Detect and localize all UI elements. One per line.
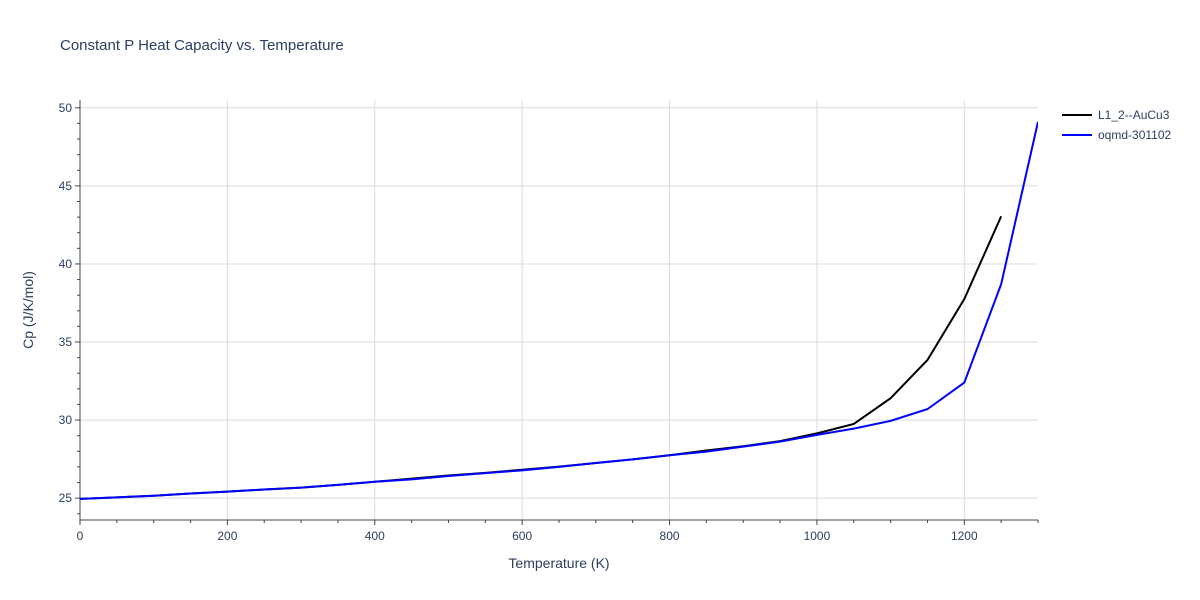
legend-item-0[interactable]: L1_2--AuCu3 bbox=[1062, 108, 1170, 122]
x-tick-label: 1000 bbox=[804, 529, 831, 543]
x-axis-title: Temperature (K) bbox=[508, 555, 609, 571]
y-tick-label: 25 bbox=[59, 491, 73, 505]
chart-title: Constant P Heat Capacity vs. Temperature bbox=[60, 37, 344, 54]
x-tick-label: 0 bbox=[77, 529, 84, 543]
legend[interactable]: L1_2--AuCu3 oqmd-301102 bbox=[1062, 108, 1171, 142]
x-tick-label: 800 bbox=[660, 529, 680, 543]
x-tick-label: 600 bbox=[512, 529, 532, 543]
legend-label: oqmd-301102 bbox=[1098, 128, 1171, 142]
series-line-1 bbox=[80, 121, 1038, 500]
series-line-0 bbox=[80, 215, 1003, 500]
y-tick-label: 45 bbox=[59, 179, 73, 193]
x-tick-label: 400 bbox=[365, 529, 385, 543]
y-tick-label: 40 bbox=[59, 257, 73, 271]
grid bbox=[79, 100, 1038, 520]
y-axis-title: Cp (J/K/mol) bbox=[20, 271, 36, 349]
axes: 0 200 400 600 800 1000 1200 25 30 35 40 45 50 bbox=[59, 100, 1039, 543]
y-tick-label: 35 bbox=[59, 335, 73, 349]
x-tick-label: 200 bbox=[217, 529, 237, 543]
plot-area bbox=[80, 121, 1038, 500]
x-tick-label: 1200 bbox=[951, 529, 978, 543]
legend-label: L1_2--AuCu3 bbox=[1098, 108, 1170, 122]
y-tick-label: 50 bbox=[59, 101, 73, 115]
y-tick-label: 30 bbox=[59, 413, 73, 427]
legend-item-1[interactable]: oqmd-301102 bbox=[1062, 128, 1171, 142]
